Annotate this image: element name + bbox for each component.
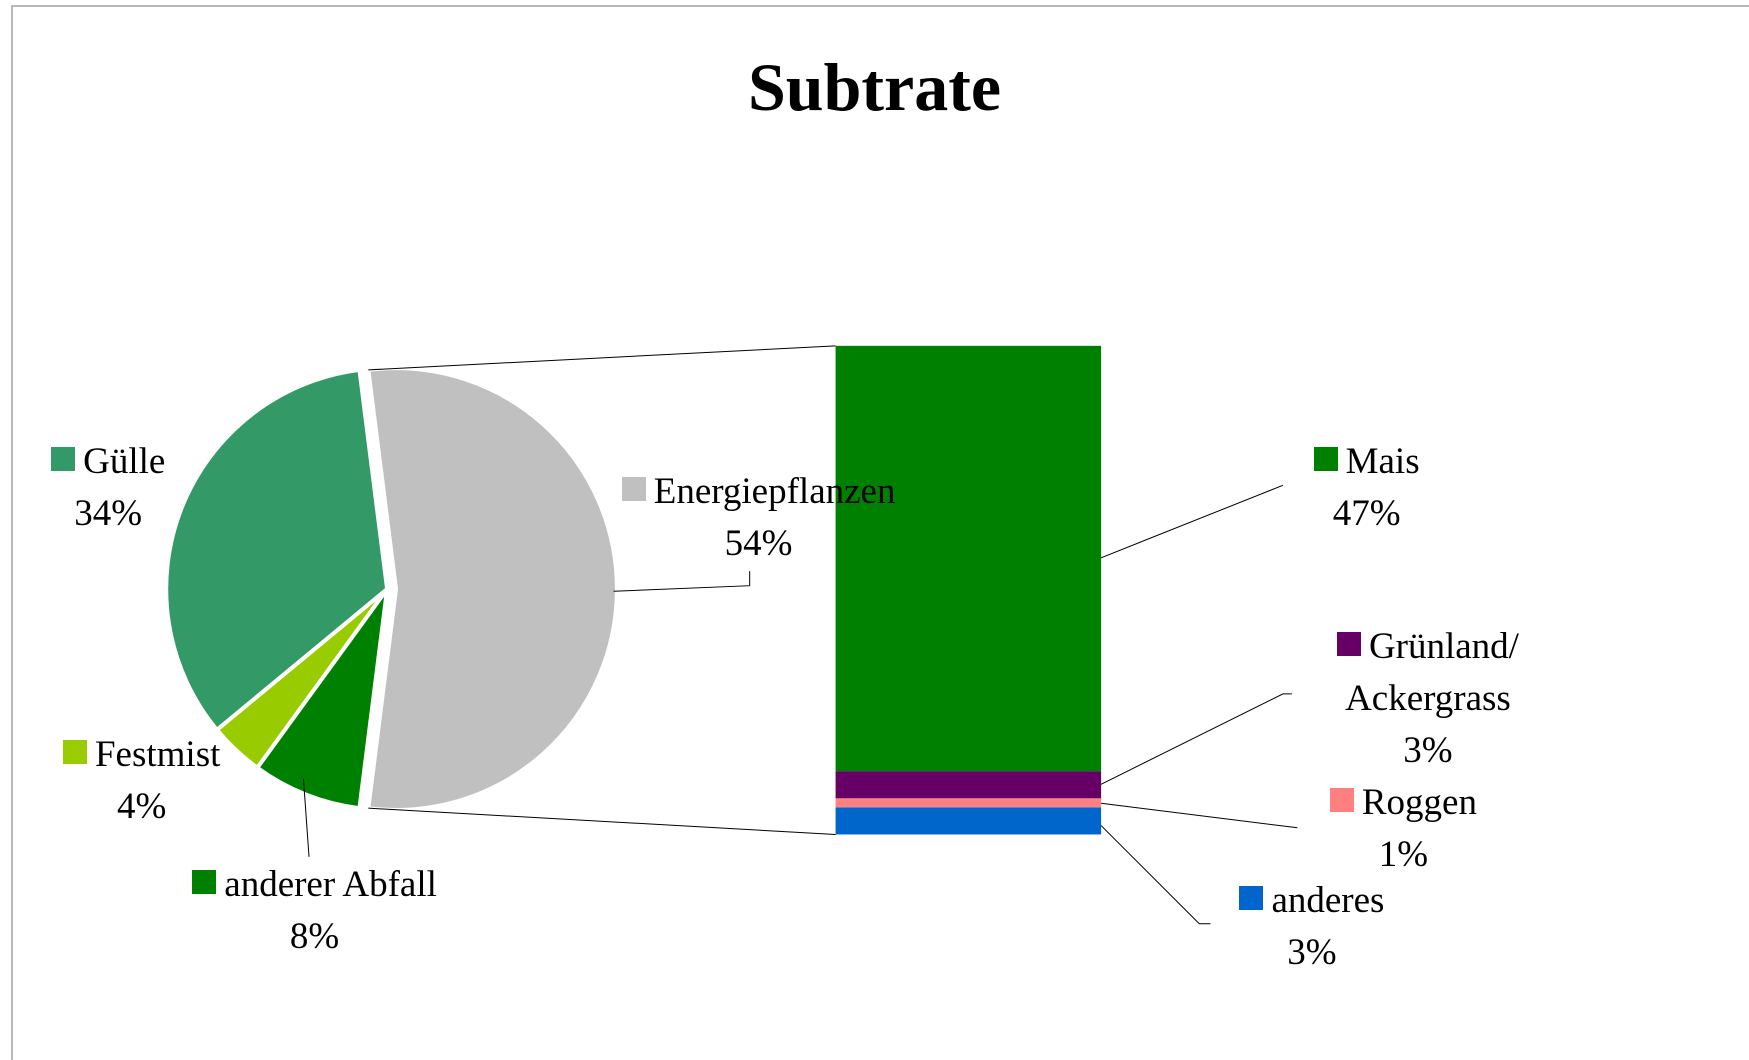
chart-title: Subtrate	[747, 49, 1002, 125]
category-label: anderes	[1271, 880, 1385, 922]
bar-segment	[835, 807, 1102, 835]
value-label: 34%	[74, 492, 143, 534]
data-label: anderer Abfall 8%	[145, 859, 485, 963]
connector-line	[368, 345, 836, 371]
legend-swatch	[1329, 788, 1354, 813]
chart-frame	[11, 5, 1749, 1060]
legend-swatch	[192, 869, 217, 894]
data-label: Grünland/ Ackergrass 3%	[1303, 621, 1553, 777]
category-label: Mais	[1345, 440, 1420, 482]
category-label: Grünland/ Ackergrass	[1345, 626, 1519, 720]
category-label: Roggen	[1361, 782, 1477, 824]
bar-segment	[835, 345, 1102, 772]
value-label: 54%	[724, 522, 793, 564]
connector-line	[1100, 825, 1211, 925]
connector-line	[1101, 802, 1298, 829]
legend-swatch	[1239, 886, 1264, 911]
bar-segment	[835, 798, 1102, 808]
data-label: Roggen 1%	[1293, 777, 1513, 881]
category-label: Festmist	[94, 734, 221, 776]
data-label: Energiepflanzen 54%	[579, 466, 939, 570]
connector-line	[613, 571, 751, 592]
connector-line	[368, 807, 836, 835]
value-label: 3%	[1403, 730, 1453, 772]
bar-segment	[835, 771, 1102, 799]
value-label: 47%	[1332, 492, 1401, 534]
data-label: Mais 47%	[1267, 436, 1467, 540]
legend-swatch	[62, 740, 87, 765]
value-label: 1%	[1378, 834, 1429, 876]
connector-line	[302, 778, 310, 857]
category-label: Gülle	[83, 440, 166, 482]
pie-slice	[254, 587, 390, 811]
connector-line	[1100, 484, 1284, 559]
legend-swatch	[621, 476, 646, 501]
data-label: Festmist 4%	[22, 729, 262, 833]
value-label: 4%	[117, 786, 167, 828]
pie-slice	[366, 366, 619, 812]
value-label: 8%	[289, 915, 340, 957]
category-label: Energiepflanzen	[653, 470, 896, 512]
legend-swatch	[1336, 632, 1361, 657]
pie-slice	[164, 367, 390, 733]
legend-swatch	[51, 446, 76, 471]
legend-swatch	[1313, 446, 1338, 471]
data-label: Gülle 34%	[8, 436, 208, 540]
connector-line	[1100, 693, 1292, 785]
data-label: anderes 3%	[1202, 875, 1422, 979]
category-label: anderer Abfall	[224, 863, 437, 905]
value-label: 3%	[1287, 932, 1337, 974]
